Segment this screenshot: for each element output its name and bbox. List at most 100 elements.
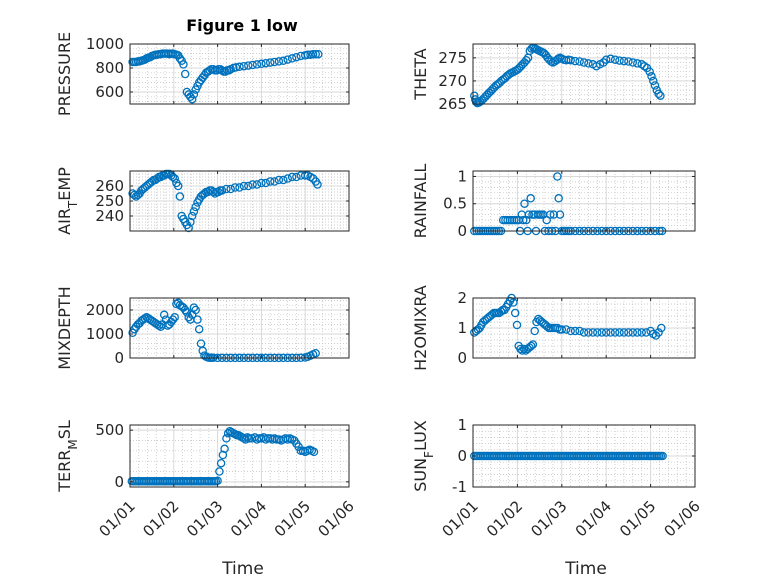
data-point [309,447,319,457]
data-point [633,328,642,337]
y-tick-label: 500 [95,421,124,439]
data-point [526,194,535,203]
data-point [311,348,320,358]
y-tick-label: 1000 [86,325,124,343]
data-point [557,325,567,334]
y-tick-label: 250 [95,192,124,210]
x-tick-label: 01/06 [315,497,358,540]
y-tick-label: 2 [457,289,467,307]
data-point [222,184,231,194]
data-point [215,467,224,476]
data-point [657,323,666,333]
data-point [159,310,169,320]
data-point [265,177,275,186]
data-point [526,341,536,351]
data-point [239,434,249,443]
data-point [470,91,479,100]
data-point [180,69,190,79]
data-point [308,49,318,59]
data-point [173,181,183,191]
data-point [524,210,534,219]
data-point [610,328,620,337]
data-point [584,328,593,337]
data-point [597,328,607,337]
y-tick-label: 1 [457,167,467,185]
data-point [633,59,642,68]
data-point [530,326,539,336]
data-point [239,181,249,191]
x-tick-label: 01/01 [96,497,139,540]
y-tick-label: 0.5 [443,195,467,213]
data-point [599,58,608,67]
data-point [606,54,615,64]
x-tick-label: 01/01 [439,497,482,540]
y-tick-label: 2000 [86,301,124,319]
data-point [189,90,199,99]
data-point [241,435,250,444]
subplot-1: 600 800 1000 PRESSURE [55,32,350,116]
data-point [624,57,633,66]
data-point [619,56,629,66]
data-point [194,324,204,334]
data-point [235,62,244,72]
data-point [244,434,254,443]
data-point [553,323,562,333]
y-tick-label: 600 [95,83,124,101]
y-axis-label: SUNFLUX [411,420,436,492]
data-point [553,172,562,181]
y-tick-label: 275 [438,49,467,67]
data-point [130,190,139,200]
data-point [554,194,563,203]
data-point [579,58,589,67]
data-point [518,215,528,225]
data-point [656,91,665,100]
data-point [283,55,292,64]
data-point [226,184,235,194]
figure-title: Figure 1 low [186,16,298,35]
data-point [170,174,179,183]
data-point [588,328,598,337]
x-tick-label: 01/03 [183,497,226,540]
data-point [180,305,190,315]
data-point [217,186,227,195]
data-point [601,328,611,337]
data-point [189,303,199,312]
data-point [303,50,313,60]
data-point [270,57,279,67]
data-point [274,57,284,66]
data-point [224,66,234,75]
y-axis-label: THETA [411,48,430,100]
data-point [615,328,624,337]
data-point [235,183,244,192]
data-point [518,346,527,355]
x-tick-label: 01/02 [139,497,182,540]
data-point [244,181,253,191]
y-tick-label: 1 [457,319,467,337]
data-point [186,217,195,227]
data-point [566,55,575,65]
data-point [244,61,253,70]
data-point [220,444,229,454]
x-axis-label-left: Time [221,559,264,579]
data-point [189,207,199,216]
y-axis-label: MIXDEPTH [55,286,74,369]
data-point [270,177,279,186]
x-tick-label: 01/02 [483,497,526,540]
x-tick-label: 01/04 [572,497,615,540]
x-axis-label-right: Time [564,559,607,579]
data-point [257,178,266,188]
y-tick-label: 260 [95,177,124,195]
y-tick-label: 800 [95,59,124,77]
y-axis-label: AIRTEMP [55,167,80,235]
data-point [601,55,611,64]
data-point [231,63,241,72]
data-point [509,298,518,307]
data-point [520,199,529,208]
data-point [546,210,555,219]
data-point [610,55,620,64]
subplot-5: 0 1000 2000 MIXDEPTH [55,286,350,370]
data-point [193,315,202,324]
plot-area [473,171,695,231]
axes-box [472,170,696,232]
